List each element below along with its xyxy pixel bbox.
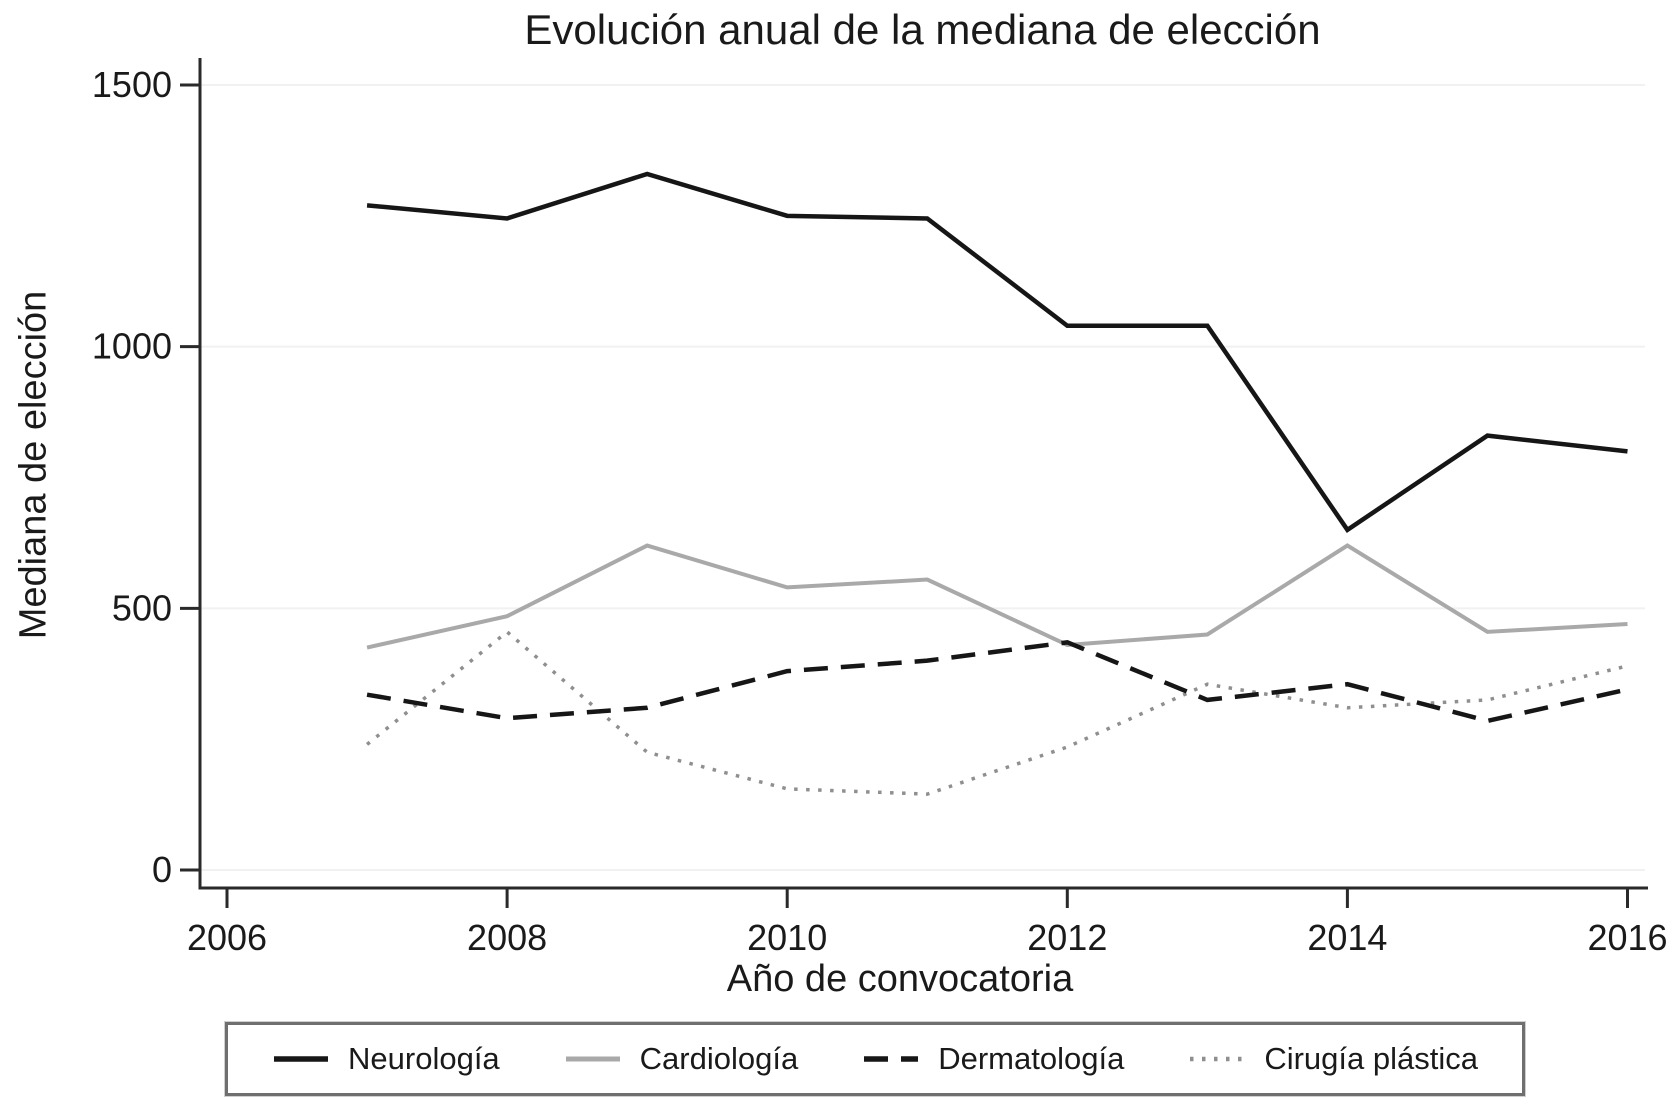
legend-line-sample-cardiologia [565,1056,620,1062]
legend-item-neurologia: Neurología [272,1041,500,1077]
series-line-dermatologia [366,640,1628,724]
series-line-neurologia [366,171,1628,533]
series-line-cirugia-plastica [365,629,1628,796]
x-tick-label: 2006 [187,917,267,958]
x-tick-label: 2012 [1027,917,1107,958]
y-tick-label: 500 [112,587,172,628]
legend-item-dermatologia: Dermatología [862,1041,1124,1077]
y-tick-label: 1500 [92,64,172,105]
legend-label: Neurología [348,1041,500,1076]
legend-label: Cirugía plástica [1264,1041,1478,1076]
x-tick-label: 2016 [1587,917,1667,958]
y-tick-label: 1000 [92,326,172,367]
x-tick-label: 2008 [467,917,547,958]
legend-line-sample-cirugia-plastica [1190,1056,1245,1062]
legend-line-sample-dermatologia [864,1056,919,1062]
x-axis-title: Año de convocatoria [726,958,1074,1000]
series-line-cardiologia [366,543,1628,650]
x-tick-label: 2010 [747,917,827,958]
legend-item-cardiologia: Cardiología [564,1041,799,1077]
x-tick-label: 2014 [1307,917,1387,958]
legend-box: Neurología Cardiología Dermatología Cirugía… [225,1022,1525,1096]
chart-title: Evolución anual de la mediana de elecció… [524,6,1321,53]
y-tick-label: 0 [152,849,172,890]
legend-label: Cardiología [639,1041,799,1076]
legend: Neurología Cardiología Dermatología Cirugía… [200,1022,1550,1096]
legend-item-cirugia-plastica: Cirugía plástica [1188,1041,1478,1077]
legend-line-sample-neurologia [274,1056,329,1062]
legend-label: Dermatología [938,1041,1125,1076]
